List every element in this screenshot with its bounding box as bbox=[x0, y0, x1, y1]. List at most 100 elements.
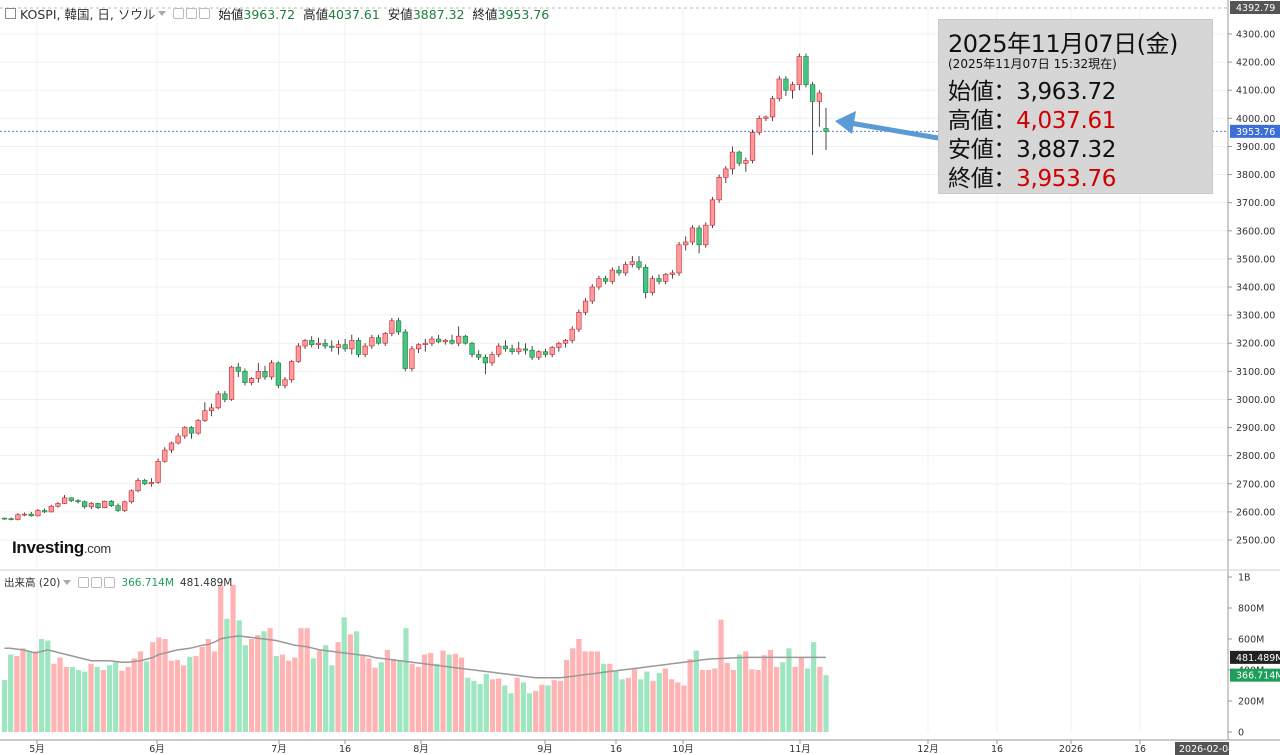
volume-bar bbox=[545, 685, 551, 732]
collapse-icon[interactable] bbox=[5, 7, 16, 19]
candle bbox=[676, 242, 682, 276]
volume-bar bbox=[14, 656, 20, 732]
candle-body bbox=[683, 241, 689, 246]
settings-icon[interactable] bbox=[78, 577, 90, 588]
volume-bar bbox=[539, 684, 545, 732]
candle bbox=[723, 166, 729, 183]
candle bbox=[756, 115, 762, 136]
volume-ma-tag-label: 481.489M bbox=[1236, 653, 1280, 664]
hide-icon[interactable] bbox=[91, 577, 103, 588]
volume-bar bbox=[767, 649, 774, 732]
settings-icon[interactable] bbox=[173, 7, 185, 19]
candle-body bbox=[582, 300, 589, 313]
volume-bar bbox=[607, 663, 613, 732]
candle bbox=[342, 339, 348, 352]
candle-body bbox=[155, 460, 161, 483]
candle bbox=[249, 376, 255, 386]
candle-body bbox=[222, 393, 228, 400]
candle-body bbox=[402, 331, 408, 369]
volume-bar bbox=[551, 680, 557, 732]
price-tick-label: 3600.00 bbox=[1236, 226, 1275, 237]
candle-body bbox=[95, 503, 101, 508]
candle-body bbox=[275, 362, 281, 386]
candle bbox=[228, 365, 235, 401]
candle-body bbox=[529, 349, 535, 358]
price-tick-label: 4100.00 bbox=[1236, 86, 1275, 97]
volume-bar bbox=[397, 659, 403, 732]
candle-body bbox=[743, 160, 749, 164]
candle-body bbox=[249, 378, 255, 383]
close-icon[interactable] bbox=[104, 577, 116, 588]
volume-bar bbox=[662, 668, 669, 732]
candle bbox=[556, 341, 562, 352]
candle-body bbox=[783, 78, 789, 91]
volume-label[interactable]: 出来高 (20) bbox=[4, 577, 61, 589]
price-tick-label: 2600.00 bbox=[1236, 507, 1275, 518]
volume-bar bbox=[248, 639, 255, 732]
max-price-tag bbox=[1230, 1, 1280, 14]
candle-body bbox=[102, 500, 108, 508]
candle-body bbox=[429, 338, 435, 344]
candle-body bbox=[82, 501, 88, 508]
candle bbox=[749, 129, 756, 164]
candle bbox=[409, 346, 415, 372]
volume-bar bbox=[45, 640, 51, 732]
candle-body bbox=[28, 513, 34, 517]
candle-body bbox=[21, 513, 28, 516]
info-close: 終値：3,953.76 bbox=[948, 166, 1117, 192]
candle bbox=[476, 350, 482, 361]
candle-body bbox=[542, 351, 549, 355]
volume-bar bbox=[563, 659, 570, 732]
volume-bar bbox=[125, 666, 131, 732]
volume-bar bbox=[316, 650, 323, 732]
candle bbox=[295, 343, 301, 363]
volume-bar bbox=[755, 670, 761, 732]
candle bbox=[362, 343, 368, 358]
candle bbox=[602, 275, 609, 285]
volume-bar bbox=[261, 631, 267, 732]
close-icon[interactable] bbox=[199, 7, 211, 19]
candle bbox=[242, 368, 248, 386]
volume-bar bbox=[743, 651, 749, 732]
candle bbox=[208, 403, 215, 417]
price-tick-label: 3100.00 bbox=[1236, 367, 1275, 378]
candle bbox=[202, 402, 208, 422]
chevron-down-icon[interactable] bbox=[63, 580, 72, 585]
candle bbox=[122, 500, 128, 512]
volume-bar bbox=[699, 670, 706, 732]
candle bbox=[649, 275, 655, 296]
candle-body bbox=[8, 518, 14, 520]
candle bbox=[656, 274, 662, 285]
candle-body bbox=[462, 335, 468, 344]
volume-bar bbox=[736, 654, 743, 732]
volume-bar bbox=[446, 654, 452, 732]
candle-body bbox=[362, 345, 368, 355]
volume-bar bbox=[804, 668, 811, 732]
volume-bar bbox=[106, 665, 113, 732]
candle bbox=[669, 270, 675, 279]
candle-body bbox=[576, 311, 582, 330]
volume-bar bbox=[51, 663, 57, 732]
candle bbox=[790, 81, 796, 99]
volume-bar bbox=[273, 656, 279, 732]
candle-body bbox=[676, 244, 682, 274]
volume-bar bbox=[224, 618, 230, 732]
candle bbox=[289, 360, 295, 383]
symbol-name[interactable]: KOSPI, 韓国, 日, ソウル bbox=[20, 6, 156, 22]
hide-icon[interactable] bbox=[186, 7, 198, 19]
volume-bar bbox=[409, 663, 415, 732]
volume-bar bbox=[32, 651, 38, 732]
candle-body bbox=[736, 151, 742, 164]
low-value: 安値3887.32 bbox=[387, 6, 465, 22]
volume-bar bbox=[613, 671, 619, 732]
volume-bar bbox=[477, 683, 483, 732]
price-tick-label: 2500.00 bbox=[1236, 536, 1275, 547]
high-value: 高値4037.61 bbox=[303, 6, 380, 22]
volume-bar bbox=[286, 660, 292, 732]
candle bbox=[810, 81, 816, 155]
volume-tag-label: 366.714M bbox=[1236, 671, 1280, 682]
candle bbox=[629, 256, 635, 268]
candle bbox=[763, 115, 769, 122]
chevron-down-icon[interactable] bbox=[158, 10, 167, 16]
candle-body bbox=[15, 514, 21, 520]
